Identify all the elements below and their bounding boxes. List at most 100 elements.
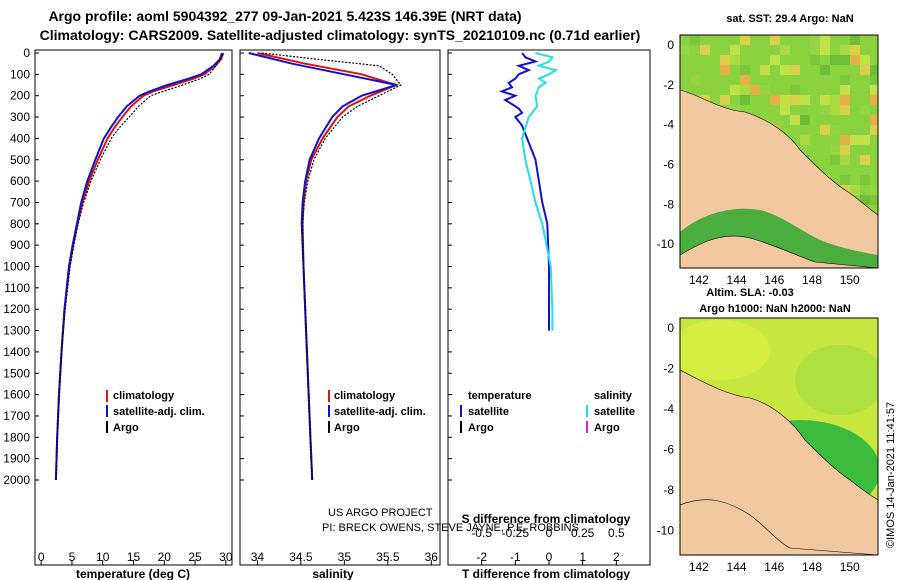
map-lat-tick: 0 bbox=[667, 38, 674, 52]
map-lat-tick: -2 bbox=[663, 78, 674, 92]
sst-cell bbox=[740, 65, 750, 75]
series-temperature-satellite bbox=[499, 52, 550, 331]
x-tick-label: 15 bbox=[127, 550, 141, 564]
sla-map-title-line2: Argo h1000: NaN h2000: NaN bbox=[699, 303, 851, 315]
sst-cell bbox=[730, 45, 740, 55]
x-tick-label: 0 bbox=[546, 550, 553, 564]
depth-tick-label: 2000 bbox=[3, 473, 30, 487]
sst-cell bbox=[780, 65, 790, 75]
sst-cell bbox=[800, 115, 810, 125]
top-x-tick-label: 0.25 bbox=[571, 526, 595, 540]
depth-tick-label: 1000 bbox=[3, 260, 30, 274]
depth-tick-label: 900 bbox=[10, 238, 30, 252]
sst-cell bbox=[870, 115, 878, 125]
map-lat-tick: -2 bbox=[663, 362, 674, 376]
sst-cell bbox=[780, 95, 790, 105]
sst-cell bbox=[870, 65, 878, 75]
difference-legend: temperature satellite Argo salinity sate… bbox=[460, 390, 635, 434]
map-lat-tick: -6 bbox=[663, 157, 674, 171]
sst-cell bbox=[820, 65, 830, 75]
temperature-plot bbox=[54, 52, 225, 481]
x-tick-label: 34 bbox=[251, 550, 265, 564]
sst-cell bbox=[760, 85, 770, 95]
difference-top-x-ticks: -0.5 -0.25 0 0.25 0.5 bbox=[471, 526, 625, 540]
sst-cell bbox=[840, 45, 850, 55]
depth-tick-label: 0 bbox=[23, 46, 30, 60]
sst-cell bbox=[840, 155, 850, 165]
x-tick-label: 20 bbox=[158, 550, 172, 564]
sst-cell bbox=[840, 135, 850, 145]
top-x-tick-label: 0.5 bbox=[608, 526, 625, 540]
sst-cell bbox=[730, 85, 740, 95]
legend-label-argo: Argo bbox=[334, 422, 360, 434]
sst-cell bbox=[870, 185, 878, 195]
map-lon-tick: 142 bbox=[689, 560, 709, 574]
sst-cell bbox=[780, 105, 790, 115]
sst-cell bbox=[790, 115, 800, 125]
depth-tick-label: 400 bbox=[10, 131, 30, 145]
sst-cell bbox=[870, 95, 878, 105]
sst-cell bbox=[870, 75, 878, 85]
sst-cell bbox=[740, 35, 750, 45]
sst-cell bbox=[860, 65, 870, 75]
top-x-tick-label: -0.5 bbox=[471, 526, 492, 540]
sst-cell bbox=[860, 195, 870, 205]
sst-cell bbox=[860, 175, 870, 185]
sst-cell bbox=[840, 95, 850, 105]
depth-tick-label: 200 bbox=[10, 89, 30, 103]
sst-cell bbox=[850, 55, 860, 65]
legend-swatch-argo bbox=[328, 421, 330, 433]
sst-cell bbox=[820, 105, 830, 115]
depth-tick-label: 1200 bbox=[3, 302, 30, 316]
sla-map-frame bbox=[679, 317, 879, 556]
map-lon-tick: 142 bbox=[689, 273, 709, 287]
australia-land bbox=[680, 499, 878, 555]
x-tick-label: 5 bbox=[69, 550, 76, 564]
salinity-plot bbox=[248, 52, 402, 481]
sst-cell bbox=[830, 105, 840, 115]
sst-cell bbox=[690, 35, 700, 45]
sla-map-title-line1: Altim. SLA: -0.03 bbox=[706, 287, 793, 299]
sst-cell bbox=[820, 125, 830, 135]
sst-cell bbox=[840, 75, 850, 85]
sst-cell bbox=[730, 55, 740, 65]
australia-land bbox=[680, 235, 878, 268]
sst-cell bbox=[730, 105, 740, 115]
sst-cell bbox=[750, 85, 760, 95]
map-lon-tick: 144 bbox=[727, 560, 747, 574]
sst-cell bbox=[690, 75, 700, 85]
salinity-xlabel: salinity bbox=[312, 567, 354, 580]
sst-cell bbox=[850, 35, 860, 45]
sst-cell bbox=[860, 105, 870, 115]
depth-tick-label: 700 bbox=[10, 195, 30, 209]
sst-cell bbox=[790, 95, 800, 105]
sst-cell bbox=[870, 125, 878, 135]
x-tick-label: 2 bbox=[613, 550, 620, 564]
sst-map-frame bbox=[679, 34, 879, 269]
sst-cell bbox=[790, 65, 800, 75]
credit-project: US ARGO PROJECT bbox=[328, 507, 433, 519]
sst-cell bbox=[840, 175, 850, 185]
legend-label-sal-argo: Argo bbox=[594, 422, 620, 434]
x-tick-label: 10 bbox=[96, 550, 110, 564]
sst-cell bbox=[840, 85, 850, 95]
map-lat-tick: -10 bbox=[657, 524, 675, 538]
map-lat-tick: -8 bbox=[663, 197, 674, 211]
depth-tick-label: 1100 bbox=[4, 281, 30, 295]
legend-swatch-temp-satellite bbox=[460, 405, 462, 417]
sst-cell bbox=[820, 95, 830, 105]
legend-label-temp-satellite: satellite bbox=[468, 406, 509, 418]
series-argo bbox=[261, 52, 402, 481]
sst-map bbox=[680, 35, 878, 268]
map-lon-tick: 144 bbox=[727, 273, 747, 287]
temperature-x-ticks: 0 5 10 15 20 25 30 bbox=[38, 550, 233, 565]
sst-map-ticks: 142 144 146 148 150 0 -2 -4 -6 -8 -10 bbox=[657, 38, 860, 287]
legend-swatch-satellite bbox=[328, 405, 330, 417]
sst-cell bbox=[870, 195, 878, 205]
figure-title-line1: Argo profile: aoml 5904392_277 09-Jan-20… bbox=[48, 8, 521, 24]
legend-title-temperature: temperature bbox=[468, 390, 532, 402]
map-lon-tick: 148 bbox=[802, 560, 822, 574]
sst-cell bbox=[810, 35, 820, 45]
sla-map-blob bbox=[680, 320, 770, 380]
temperature-legend: climatology satellite-adj. clim. Argo bbox=[106, 390, 205, 434]
